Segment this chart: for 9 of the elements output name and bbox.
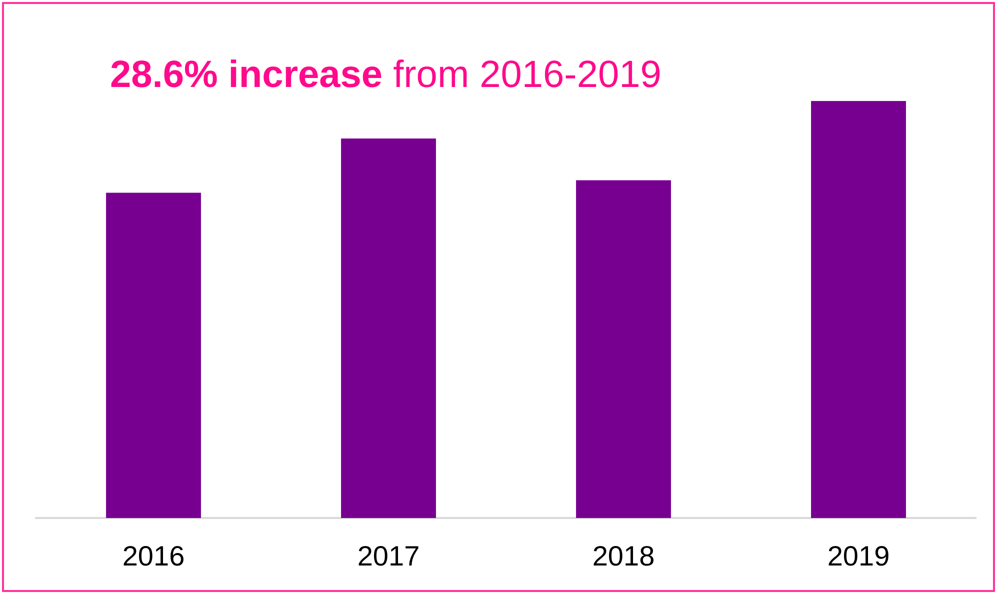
x-tick-label: 2019 (827, 540, 890, 572)
bar (341, 138, 436, 518)
bar (576, 180, 671, 518)
bar (811, 101, 906, 518)
x-tick-label: 2018 (592, 540, 655, 572)
chart-title: 28.6% increase from 2016-2019 (110, 54, 662, 96)
x-tick-label: 2017 (357, 540, 420, 572)
x-tick-label: 2016 (122, 540, 185, 572)
bar (106, 192, 201, 518)
